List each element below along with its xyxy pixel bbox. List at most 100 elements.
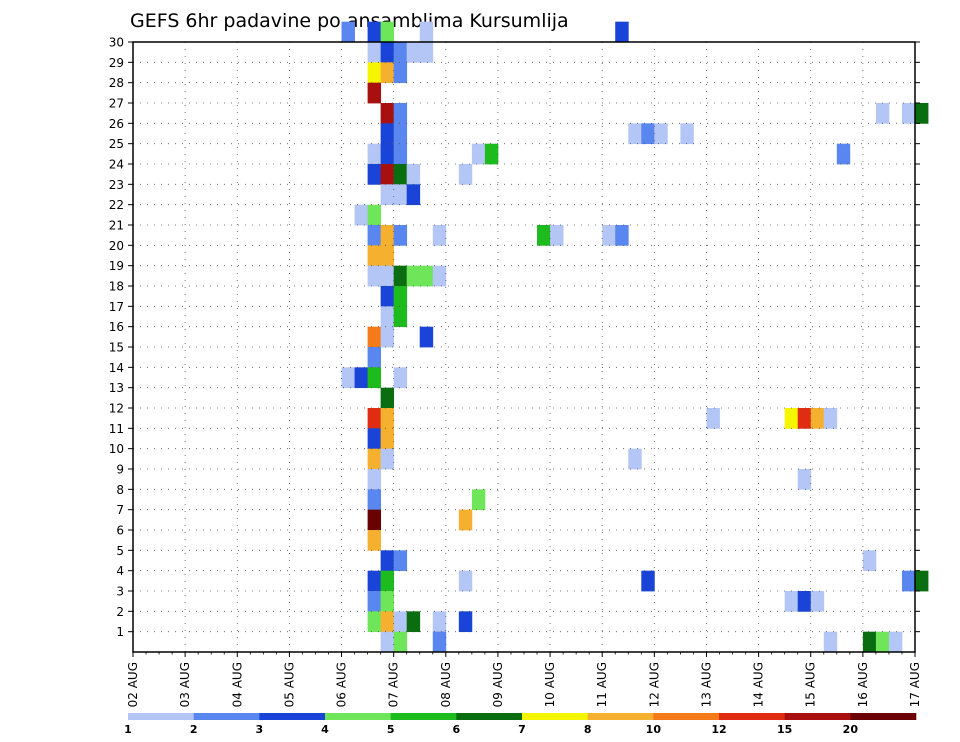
- heatmap-cell: [432, 265, 447, 287]
- x-tick-label: 15 AUG: [804, 662, 818, 707]
- y-tick-label: 24: [109, 158, 124, 172]
- y-tick-label: 15: [109, 341, 124, 355]
- heatmap-cell: [380, 286, 395, 307]
- heatmap-cell: [836, 143, 851, 165]
- colorbar-label: 4: [321, 723, 329, 736]
- y-tick-label: 10: [109, 442, 124, 456]
- heatmap-cell: [915, 103, 929, 124]
- heatmap-cell: [367, 42, 382, 63]
- heatmap-cell: [797, 591, 812, 612]
- x-tick-label: 05 AUG: [282, 662, 296, 707]
- heatmap-cell: [862, 631, 877, 653]
- heatmap-cell: [380, 62, 395, 84]
- heatmap-cell: [406, 164, 421, 185]
- colorbar-segment: [456, 713, 523, 720]
- heatmap-cell: [380, 611, 395, 633]
- heatmap-cell: [380, 123, 395, 145]
- heatmap-cells: [341, 21, 929, 653]
- y-tick-label: 26: [109, 117, 124, 131]
- heatmap-cell: [393, 306, 408, 328]
- heatmap-cell: [432, 611, 447, 633]
- x-tick-label: 13 AUG: [699, 662, 713, 707]
- y-tick-label: 11: [109, 422, 124, 436]
- x-tick-label: 07 AUG: [387, 662, 401, 707]
- x-tick-label: 06 AUG: [335, 662, 349, 707]
- y-tick-label: 1: [116, 625, 124, 639]
- colorbar-segment: [587, 713, 654, 720]
- colorbar-label: 12: [711, 723, 726, 736]
- heatmap-cell: [393, 123, 408, 145]
- colorbar-label: 5: [387, 723, 395, 736]
- y-tick-label: 22: [109, 198, 124, 212]
- heatmap-cell: [380, 570, 395, 592]
- heatmap-cell: [901, 103, 916, 124]
- colorbar-label: 6: [453, 723, 461, 736]
- heatmap-cell: [380, 306, 395, 328]
- y-tick-label: 19: [109, 259, 124, 273]
- heatmap-cell: [419, 265, 434, 287]
- heatmap-cell: [367, 367, 382, 389]
- heatmap-cell: [393, 62, 408, 84]
- y-tick-label: 27: [109, 97, 124, 111]
- colorbar-segment: [259, 713, 326, 720]
- heatmap-cell: [471, 143, 486, 165]
- heatmap-cell: [875, 103, 890, 124]
- colorbar-segment: [390, 713, 457, 720]
- x-tick-label: 03 AUG: [178, 662, 192, 707]
- heatmap-cell: [380, 631, 395, 653]
- heatmap-cell: [341, 21, 355, 43]
- colorbar: 1 2 3 4 5 6 7 8 10 12 15 20: [124, 713, 917, 736]
- heatmap-cell: [810, 591, 825, 612]
- y-axis-ticks: 1234567891011121314151617181920212223242…: [109, 36, 920, 639]
- x-tick-label: 02 AUG: [126, 662, 140, 707]
- heatmap-cell: [393, 611, 408, 633]
- colorbar-segment: [850, 713, 917, 720]
- y-tick-label: 7: [116, 503, 124, 517]
- heatmap-cell: [380, 387, 395, 409]
- heatmap-cell: [888, 631, 903, 653]
- heatmap-cell: [367, 245, 382, 267]
- y-tick-label: 16: [109, 320, 124, 334]
- heatmap-cell: [641, 123, 655, 145]
- heatmap-cell: [367, 265, 382, 287]
- x-tick-label: 17 AUG: [908, 662, 922, 707]
- y-tick-label: 2: [116, 605, 124, 619]
- x-tick-label: 10 AUG: [543, 662, 557, 707]
- heatmap-cell: [419, 42, 434, 63]
- heatmap-cell: [367, 326, 382, 348]
- heatmap-cell: [380, 265, 395, 287]
- y-tick-label: 23: [109, 178, 124, 192]
- y-tick-label: 17: [109, 300, 124, 314]
- heatmap-cell: [380, 184, 395, 206]
- heatmap-cell: [380, 408, 395, 429]
- heatmap-cell: [393, 631, 408, 653]
- heatmap-cell: [367, 82, 382, 104]
- y-tick-label: 8: [116, 483, 124, 497]
- heatmap-cell: [367, 62, 382, 84]
- heatmap-cell: [380, 103, 395, 124]
- heatmap-cell: [393, 184, 408, 206]
- heatmap-cell: [784, 591, 799, 612]
- heatmap-cell: [367, 21, 382, 43]
- heatmap-cell: [367, 204, 382, 226]
- heatmap-cell: [915, 570, 929, 592]
- heatmap-cell: [458, 611, 473, 633]
- y-tick-label: 3: [116, 585, 124, 599]
- heatmap-cell: [380, 448, 395, 470]
- heatmap-cell: [641, 570, 655, 592]
- colorbar-segment: [522, 713, 588, 720]
- heatmap-cell: [367, 570, 382, 592]
- heatmap-cell: [380, 550, 395, 572]
- y-tick-label: 30: [109, 36, 124, 50]
- colorbar-segment: [653, 713, 720, 720]
- heatmap-cell: [458, 164, 473, 185]
- heatmap-cell: [380, 42, 395, 63]
- heatmap-cell: [393, 42, 408, 63]
- heatmap-cell: [380, 143, 395, 165]
- heatmap-cell: [380, 21, 395, 43]
- y-tick-label: 29: [109, 56, 124, 70]
- heatmap-cell: [628, 448, 642, 470]
- heatmap-cell: [797, 469, 812, 490]
- x-tick-label: 16 AUG: [856, 662, 870, 707]
